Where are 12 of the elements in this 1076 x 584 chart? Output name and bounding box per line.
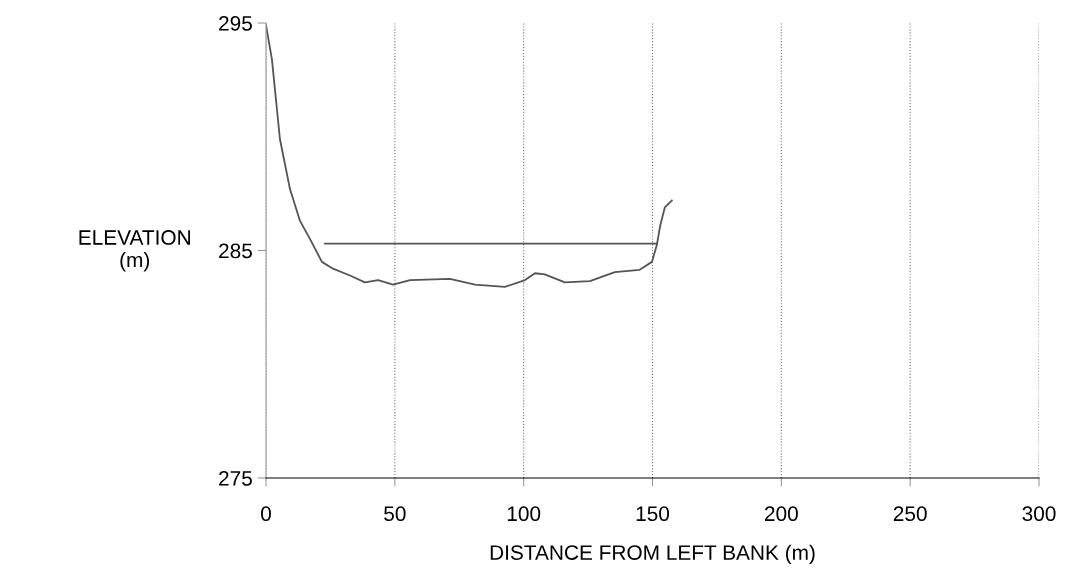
x-tick-label: 200 xyxy=(765,506,798,522)
y-tick-label: 295 xyxy=(219,16,252,31)
x-tick-label: 0 xyxy=(261,506,271,522)
x-tick-label: 250 xyxy=(893,506,927,522)
x-tick-label: 100 xyxy=(507,506,541,522)
y-tick-label: 275 xyxy=(219,471,252,486)
y-tick-label: 285 xyxy=(219,243,252,259)
x-axis-title: DISTANCE FROM LEFT BANK (m) xyxy=(490,544,815,565)
x-tick-label: 300 xyxy=(1022,506,1056,522)
y-axis-title: ELEVATION (m) xyxy=(79,230,190,272)
x-tick-label: 150 xyxy=(636,506,670,522)
x-tick-label: 50 xyxy=(384,506,406,522)
